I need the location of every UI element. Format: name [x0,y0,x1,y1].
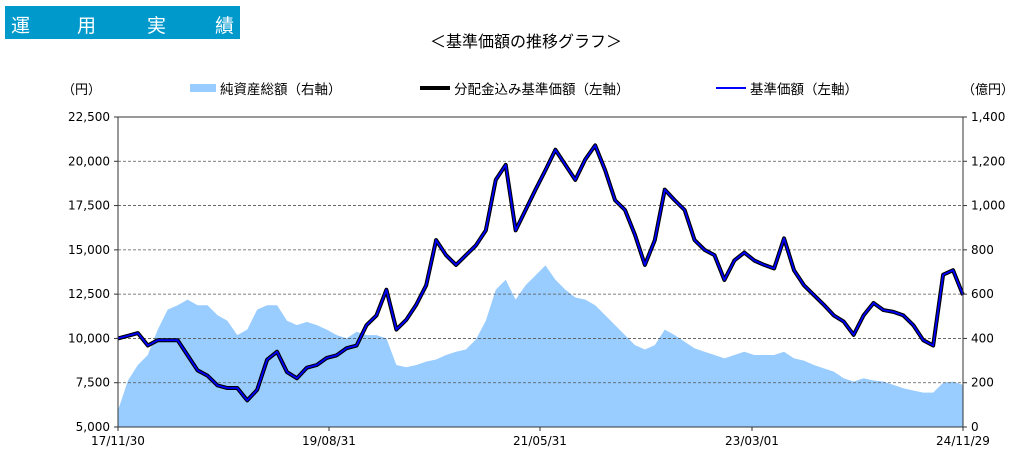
x-tick-label: 17/11/30 [91,434,145,448]
left-tick-label: 15,000 [68,243,110,257]
nav-line [117,144,964,402]
left-tick-label: 12,500 [68,287,110,301]
right-tick-label: 200 [971,376,994,390]
header-char: 績 [215,15,235,37]
right-tick-label: 1,400 [971,110,1005,124]
left-axis-unit: （円） [62,83,102,98]
header-char: 用 [77,15,97,37]
chart-title: ＜基準価額の推移グラフ＞ [430,32,623,51]
left-tick-label: 7,500 [76,376,110,390]
left-tick-label: 20,000 [68,154,110,168]
x-tick-label: 24/11/29 [936,434,990,448]
left-tick-label: 22,500 [68,110,110,124]
x-tick-label: 21/05/31 [513,434,567,448]
header-char: 実 [147,15,167,37]
legend-swatch-black-line [420,86,450,90]
legend-label: 分配金込み基準価額（左軸） [454,82,630,98]
right-tick-label: 800 [971,243,994,257]
right-tick-label: 0 [971,420,979,434]
x-tick-label: 19/08/31 [302,434,356,448]
x-tick-label: 23/03/01 [725,434,779,448]
legend-label: 基準価額（左軸） [750,82,858,98]
legend-swatch-area [190,84,216,92]
right-tick-label: 400 [971,331,994,345]
right-axis-unit: （億円） [962,83,1015,98]
left-tick-label: 10,000 [68,331,110,345]
legend-swatch-blue-line [716,87,746,89]
legend-dividend-adjusted: 分配金込み基準価額（左軸） [420,78,630,98]
right-tick-label: 1,000 [971,199,1005,213]
section-header: 運 用 実 績 [5,6,240,39]
left-tick-label: 17,500 [68,199,110,213]
net-assets-area [118,265,963,427]
left-tick-label: 5,000 [76,420,110,434]
legend-nav: 基準価額（左軸） [716,78,858,98]
right-tick-label: 600 [971,287,994,301]
legend-label: 純資産総額（右軸） [220,82,342,98]
right-tick-label: 1,200 [971,154,1005,168]
legend-net-assets: 純資産総額（右軸） [190,78,342,98]
header-char: 運 [11,15,31,37]
